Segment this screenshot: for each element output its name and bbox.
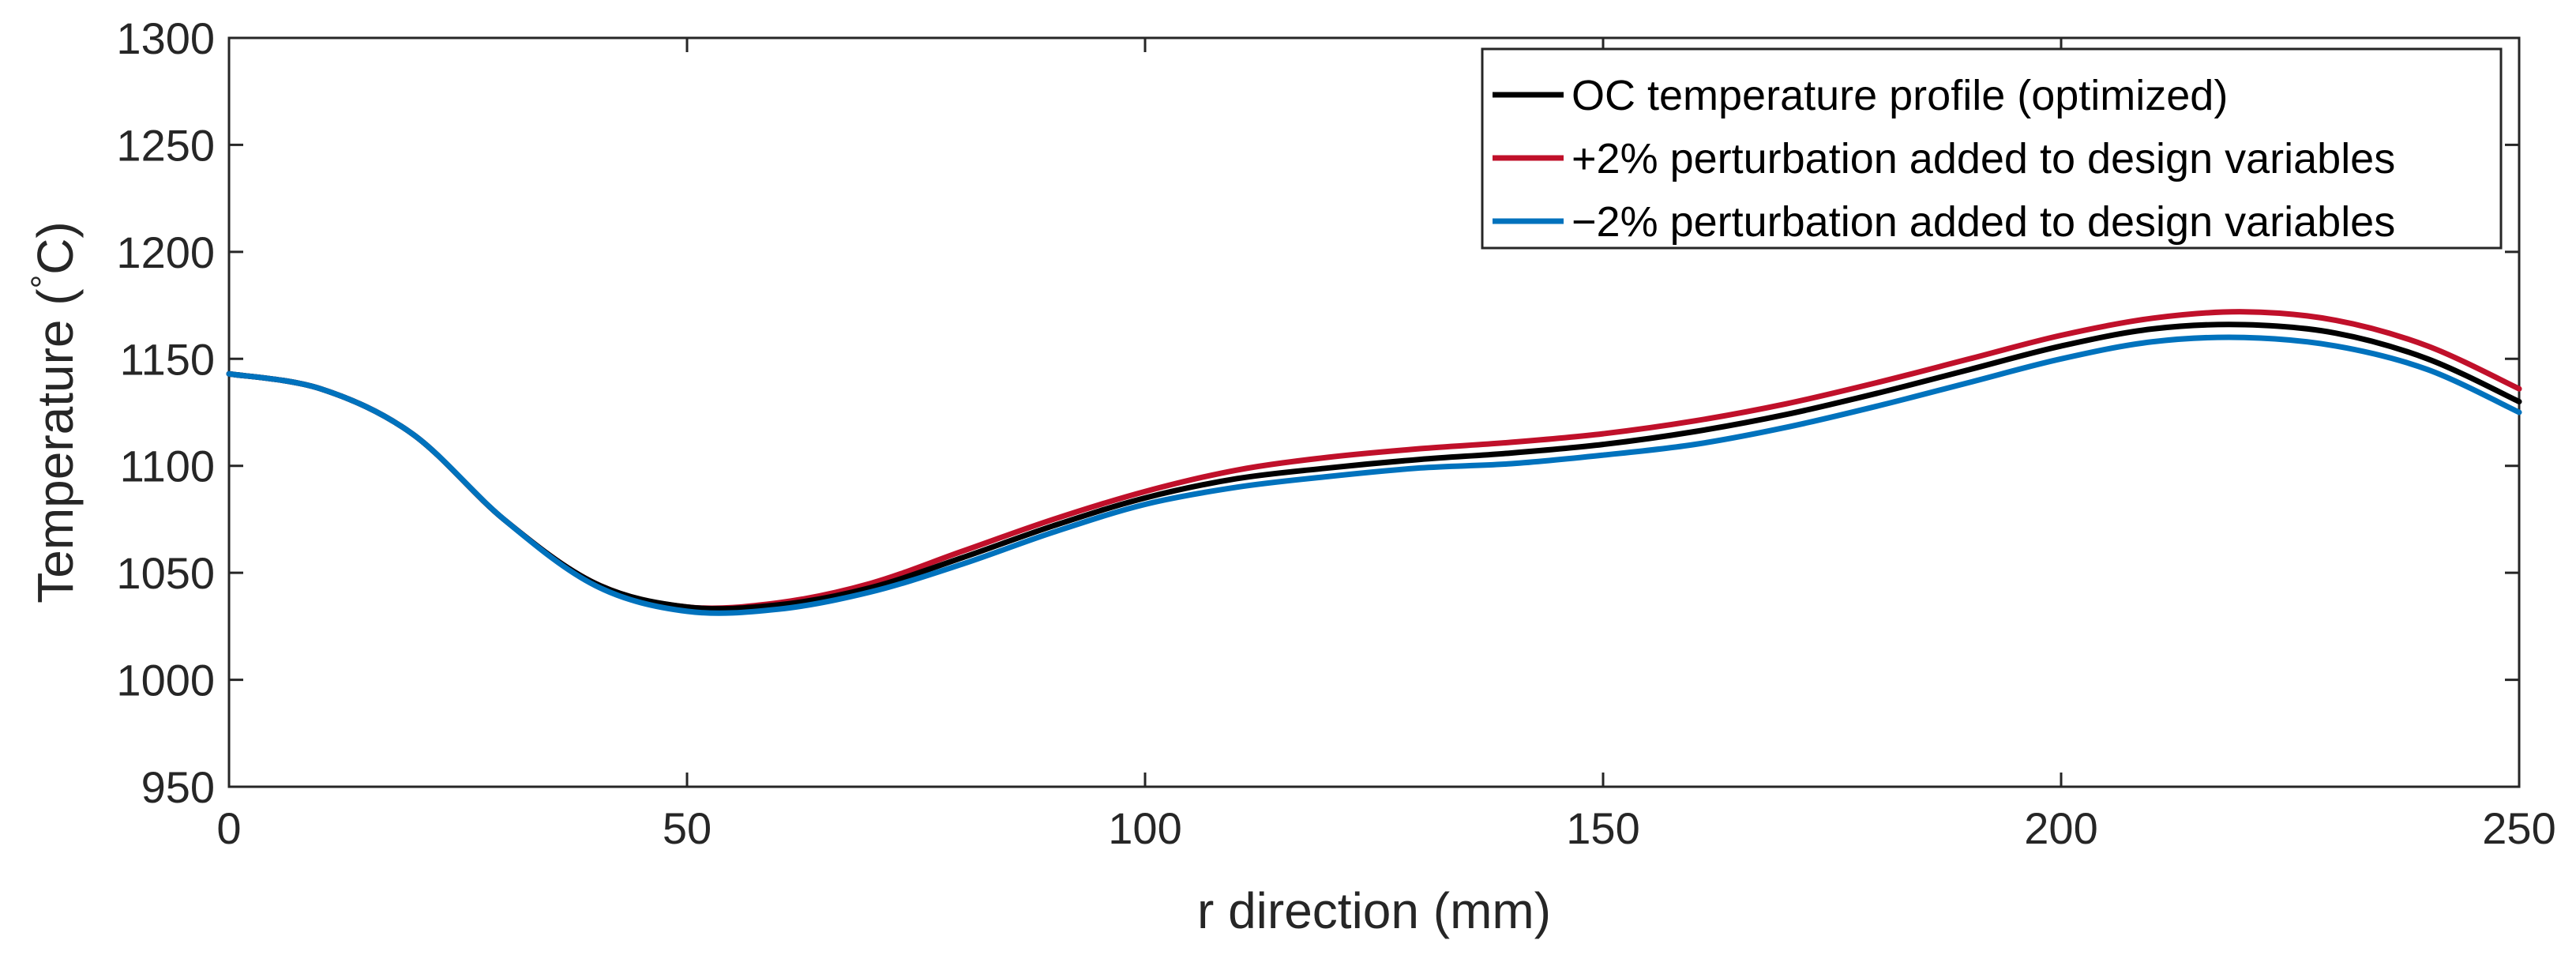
- x-tick-label: 50: [663, 803, 712, 853]
- y-axis-ticks: 950 1000 1050 1100 1150 1200 1250 1300: [116, 13, 2519, 812]
- series-lines: [226, 309, 2522, 616]
- legend-label: OC temperature profile (optimized): [1572, 72, 2228, 119]
- legend-box: [1481, 47, 2503, 250]
- y-tick-label: 950: [141, 762, 215, 812]
- x-tick-label: 250: [2482, 803, 2555, 853]
- x-tick-label: 200: [2024, 803, 2097, 853]
- y-tick-label: 1250: [116, 120, 215, 170]
- legend-entry-minus-2-percent: −2% perturbation added to design variabl…: [1493, 198, 2395, 246]
- y-tick-label: 1050: [116, 548, 215, 598]
- y-axis-label-unit: C): [27, 221, 84, 275]
- y-axis-label-main: Temperature (: [27, 288, 84, 603]
- legend-entry-optimized: OC temperature profile (optimized): [1493, 72, 2228, 119]
- series-line-minus-2-percent: [226, 334, 2522, 616]
- y-tick-label: 1150: [120, 334, 215, 384]
- legend-entry-plus-2-percent: +2% perturbation added to design variabl…: [1493, 135, 2395, 182]
- x-axis-label: r direction (mm): [1197, 882, 1551, 939]
- legend: OC temperature profile (optimized) +2% pe…: [1481, 47, 2503, 250]
- y-tick-label: 1200: [116, 227, 215, 277]
- legend-label: +2% perturbation added to design variabl…: [1572, 135, 2395, 182]
- x-tick-label: 100: [1108, 803, 1181, 853]
- x-axis-ticks: 0 50 100 150 200 250: [216, 38, 2556, 853]
- y-axis-label: Temperature (°C): [24, 221, 84, 603]
- y-tick-label: 1000: [116, 656, 215, 705]
- svg-text:Temperature (°C): Temperature (°C): [24, 221, 84, 603]
- x-tick-label: 0: [216, 803, 241, 853]
- x-tick-label: 150: [1566, 803, 1639, 853]
- y-tick-label: 1300: [116, 13, 215, 63]
- y-axis-label-degree: °: [24, 275, 63, 289]
- legend-label: −2% perturbation added to design variabl…: [1572, 198, 2395, 246]
- y-tick-label: 1100: [120, 442, 215, 491]
